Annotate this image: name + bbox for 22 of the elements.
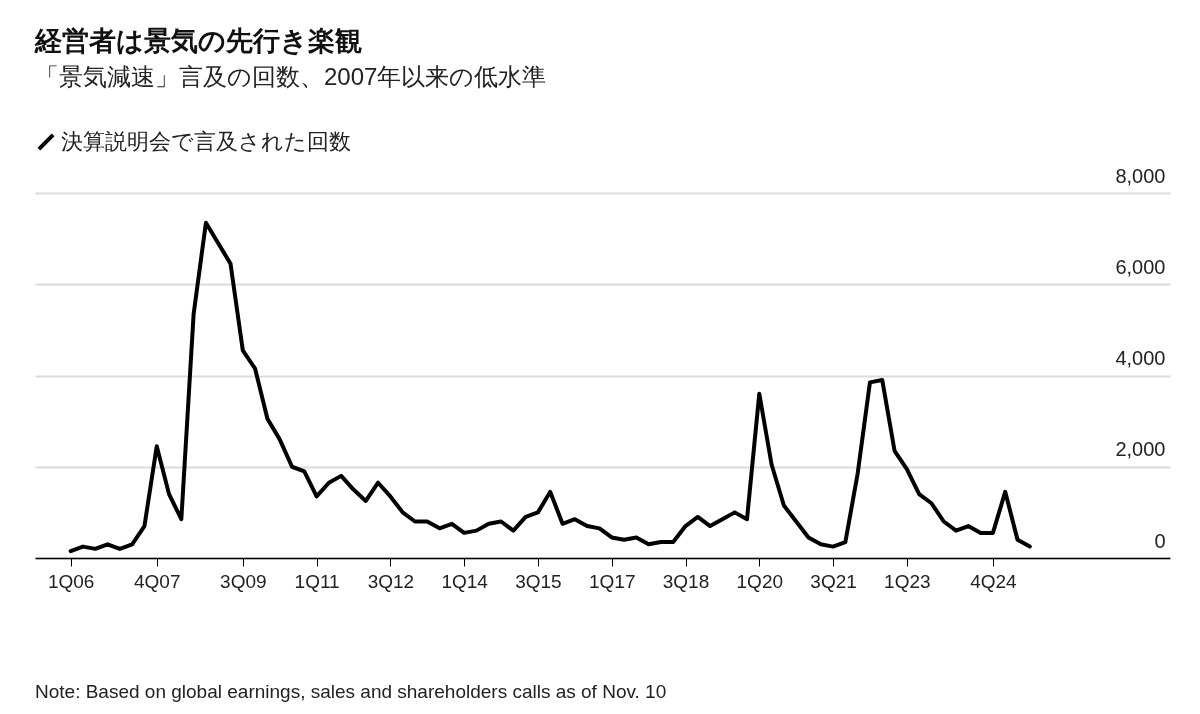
x-tick-label: 3Q18: [662, 570, 710, 592]
y-tick-label: 0: [1154, 529, 1166, 552]
x-tick-label: 1Q06: [47, 570, 95, 592]
chart-title: 経営者は景気の先行き楽観: [34, 26, 362, 56]
chart-subtitle: 「景気減速」言及の回数、2007年以来の低水準: [35, 63, 547, 90]
x-tick-label: 1Q20: [736, 570, 784, 592]
x-tick-label: 4Q24: [970, 570, 1018, 592]
x-tick-label: 4Q07: [134, 570, 181, 592]
x-tick-label: 3Q09: [220, 570, 267, 592]
x-tick-label: 1Q11: [294, 570, 340, 592]
x-tick-label: 3Q21: [810, 570, 857, 592]
y-tick-label: 4,000: [1115, 347, 1166, 369]
x-tick-label: 3Q12: [367, 570, 415, 592]
x-tick-label: 3Q15: [515, 570, 562, 592]
x-tick-label: 1Q17: [588, 570, 636, 592]
text: Note: Based on global earnings, sales and shareholders calls as of Nov. 10: [35, 681, 667, 702]
x-tick-label: 1Q23: [884, 570, 931, 592]
x-tick-label: 1Q14: [441, 570, 489, 592]
y-tick-label: 6,000: [1115, 255, 1166, 278]
y-tick-label: 2,000: [1115, 438, 1166, 461]
y-tick-label: 8,000: [1115, 164, 1166, 187]
legend-label: 決算説明会で言及された回数: [61, 129, 351, 154]
